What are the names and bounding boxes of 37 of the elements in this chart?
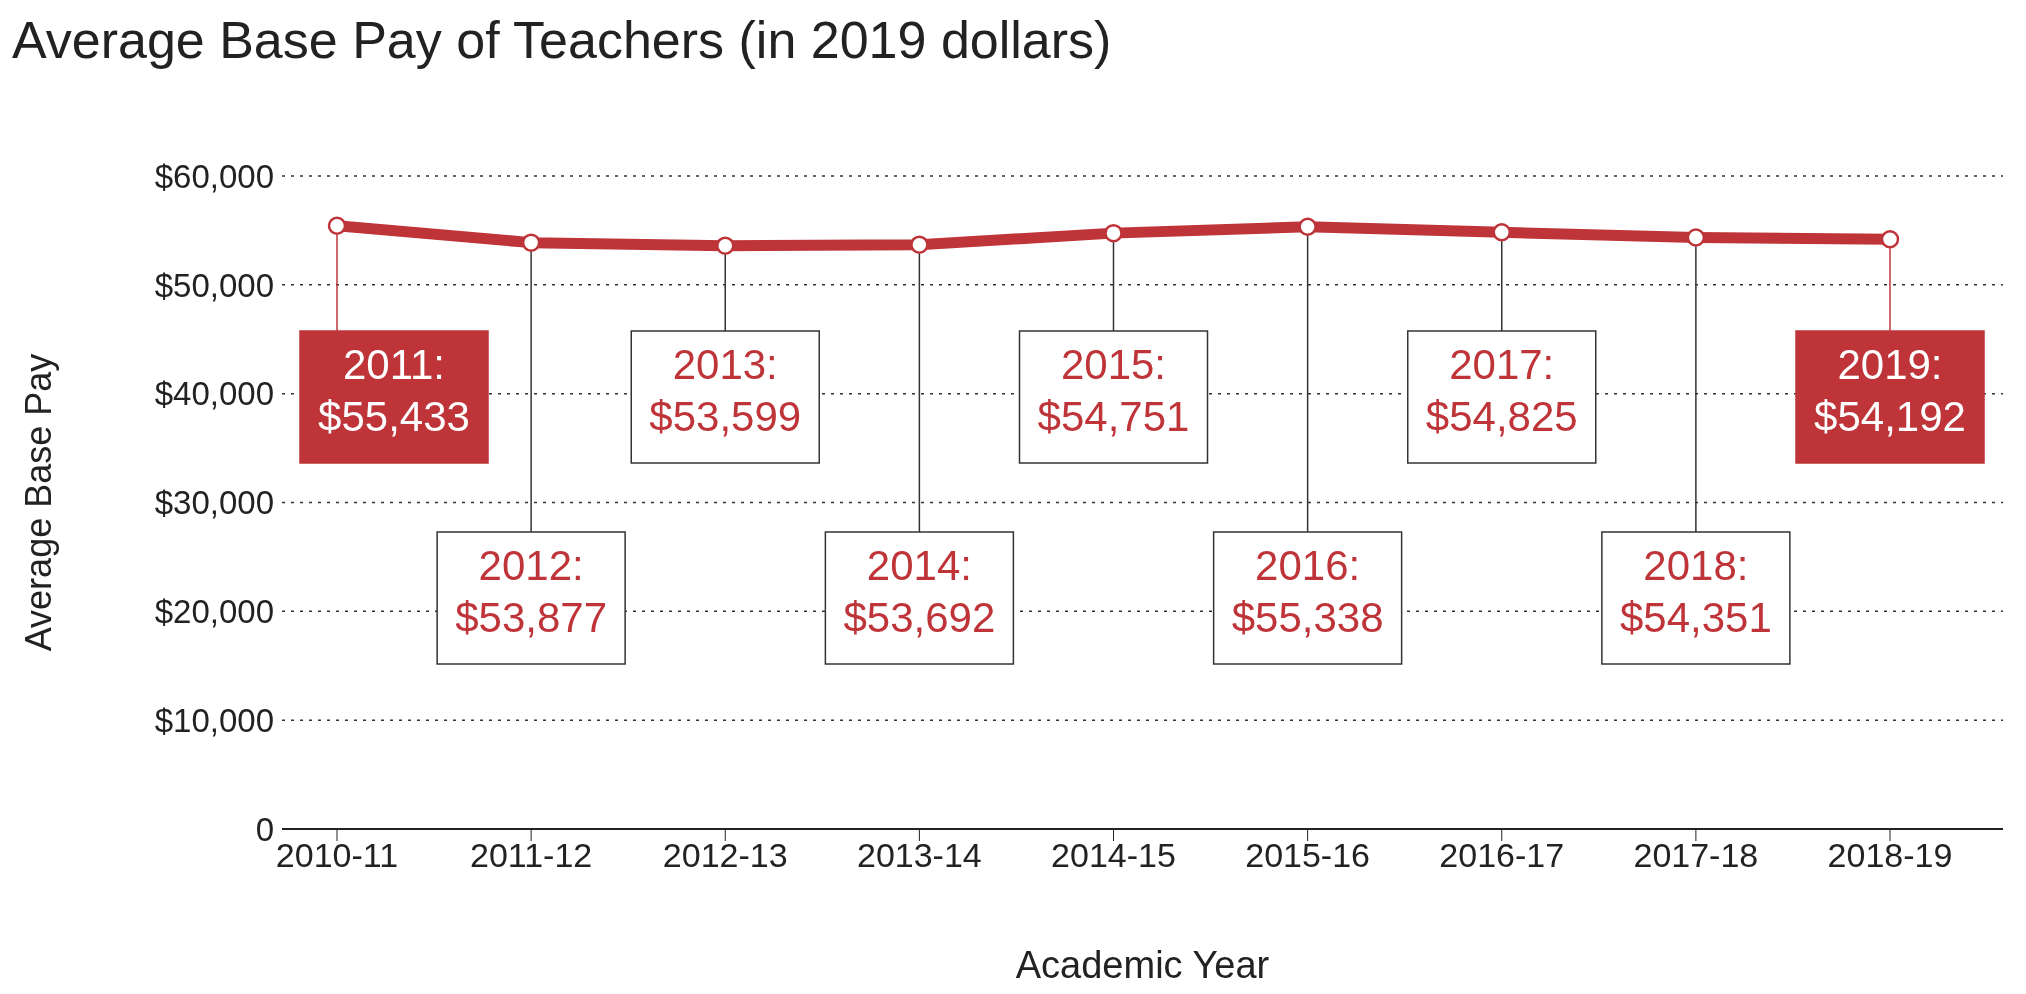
data-label: 2014: $53,692 [843, 542, 996, 641]
data-label: 2013: $53,599 [649, 341, 802, 440]
point [716, 236, 735, 255]
x-tick-label: 2014-15 [1051, 836, 1176, 875]
data-label: 2015: $54,751 [1037, 341, 1190, 440]
data-label: 2018: $54,351 [1619, 542, 1772, 641]
x-tick-label: 2013-14 [856, 836, 982, 875]
point [1298, 217, 1317, 236]
y-tick-label: $50,000 [154, 266, 274, 304]
point [1104, 223, 1123, 243]
x-tick-label: 2011-12 [469, 836, 593, 875]
y-tick-label: $30,000 [154, 484, 274, 522]
point [521, 233, 541, 252]
x-axis-title: Academic Year [1015, 944, 1270, 986]
x-tick-label: 2015-16 [1245, 836, 1371, 875]
y-tick-label: $60,000 [154, 157, 274, 195]
point [910, 235, 929, 254]
x-tick-label: 2016-17 [1439, 836, 1565, 875]
y-tick-label: 0 [255, 810, 274, 848]
data-label: 2019: $54,192 [1814, 341, 1966, 440]
y-tick-label: $40,000 [154, 375, 274, 413]
data-label: 2011: $55,433 [318, 341, 470, 440]
point [1492, 223, 1511, 242]
data-label: 2012: $53,877 [455, 542, 608, 641]
point [327, 216, 347, 235]
y-tick-label: $10,000 [154, 701, 274, 739]
data-label: 2017: $54,825 [1425, 341, 1578, 440]
point [1686, 228, 1706, 247]
x-tick-label: 2017-18 [1633, 836, 1759, 875]
x-tick-label: 2010-11 [275, 836, 399, 875]
data-label: 2016: $55,338 [1231, 542, 1384, 641]
point [1880, 229, 1900, 249]
y-axis-title: Average Base Pay [17, 353, 59, 652]
chart-title: Average Base Pay of Teachers (in 2019 dollars) [12, 10, 1112, 70]
y-tick-label: $20,000 [154, 593, 274, 631]
x-tick-label: 2018-19 [1827, 836, 1953, 875]
x-tick-label: 2012-13 [662, 836, 788, 875]
